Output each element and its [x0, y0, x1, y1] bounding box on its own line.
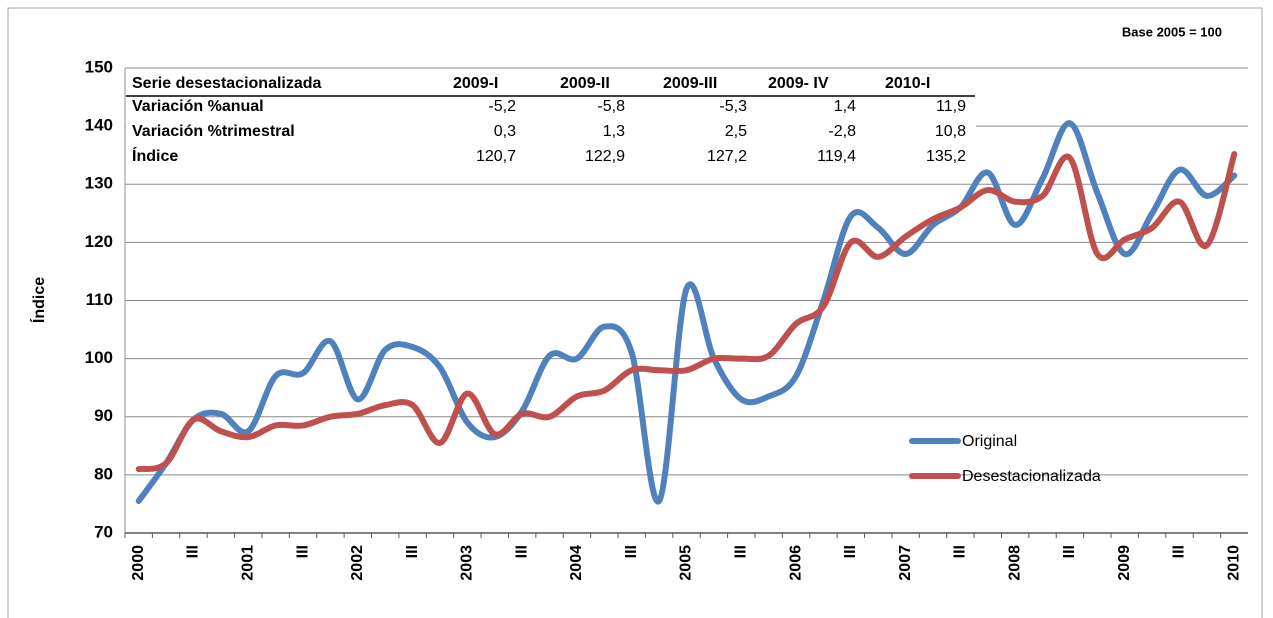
x-tick-label: III — [842, 545, 859, 558]
table-cell: 10,8 — [935, 123, 966, 140]
table-header: 2009-II — [560, 75, 610, 92]
series-line — [135, 151, 1238, 473]
x-tick-label: III — [952, 545, 969, 558]
x-tick-label: 2003 — [459, 545, 476, 581]
table-header: 2009-I — [453, 75, 498, 92]
table-cell: -5,3 — [719, 98, 747, 115]
y-tick-label: 100 — [85, 348, 113, 367]
table-cell: 1,3 — [603, 123, 625, 140]
table-cell: -5,2 — [488, 98, 516, 115]
table-cell: 1,4 — [834, 98, 856, 115]
table-cell: 2,5 — [725, 123, 747, 140]
x-tick-label: 2005 — [678, 545, 695, 581]
x-tick-label: III — [294, 545, 311, 558]
y-tick-label: 70 — [94, 522, 113, 541]
table-header: Serie desestacionalizada — [132, 75, 322, 92]
table-header: 2010-I — [885, 75, 930, 92]
x-tick-label: 2002 — [349, 545, 366, 581]
table-cell: 122,9 — [585, 148, 625, 165]
table-cell: 0,3 — [494, 123, 516, 140]
legend-label: Original — [962, 433, 1017, 450]
table-cell: -5,8 — [597, 98, 625, 115]
x-tick-label: III — [1171, 545, 1188, 558]
table-cell: -2,8 — [828, 123, 856, 140]
x-tick-label: III — [732, 545, 749, 558]
x-tick-label: III — [513, 545, 530, 558]
table-cell: 11,9 — [936, 98, 966, 115]
x-tick-label: 2001 — [239, 545, 256, 581]
table-row-label: Variación %trimestral — [132, 123, 295, 140]
table-cell: 119,4 — [817, 148, 856, 165]
y-tick-label: 140 — [85, 116, 113, 135]
x-tick-label: III — [404, 545, 421, 558]
y-tick-label: 130 — [85, 174, 113, 193]
table-header: 2009- IV — [768, 75, 829, 92]
series-line — [135, 120, 1238, 505]
table-row-label: Índice — [132, 146, 178, 165]
x-tick-label: III — [623, 545, 640, 558]
table-background — [126, 69, 976, 173]
table-header: 2009-III — [663, 75, 717, 92]
y-axis-label: Índice — [29, 277, 48, 323]
table-row-label: Variación %anual — [132, 98, 264, 115]
x-tick-label: III — [185, 545, 202, 558]
y-tick-label: 150 — [85, 57, 113, 76]
y-tick-label: 90 — [94, 406, 113, 425]
table-cell: 135,2 — [926, 148, 966, 165]
annotation: Base 2005 = 100 — [1122, 24, 1222, 39]
x-tick-label: 2006 — [787, 545, 804, 581]
x-tick-label: III — [1061, 545, 1078, 558]
table-cell: 127,2 — [707, 148, 747, 165]
x-tick-label: 2007 — [897, 545, 914, 581]
y-tick-label: 110 — [86, 290, 113, 309]
x-tick-label: 2009 — [1116, 545, 1133, 581]
x-tick-label: 2010 — [1226, 545, 1243, 581]
x-tick-label: 2008 — [1006, 545, 1023, 581]
x-tick-label: 2004 — [568, 545, 585, 581]
y-tick-label: 120 — [85, 232, 113, 251]
legend-label: Desestacionalizada — [962, 468, 1101, 485]
x-tick-label: 2000 — [130, 545, 147, 581]
y-tick-label: 80 — [94, 464, 113, 483]
table-cell: 120,7 — [476, 148, 516, 165]
